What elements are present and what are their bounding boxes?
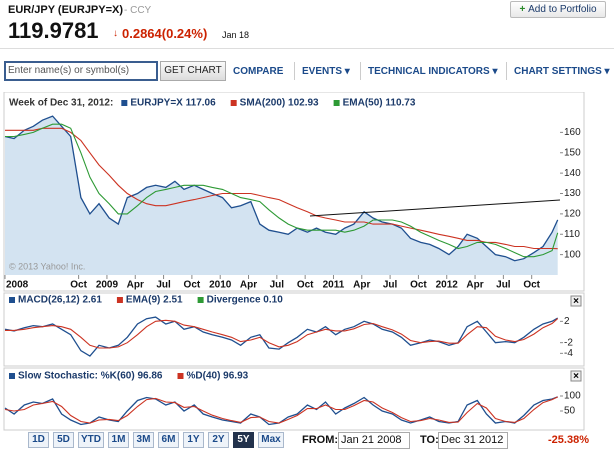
legend-label: EURJPY=X 117.06	[130, 98, 216, 109]
y-tick-label: 100	[564, 249, 581, 260]
charts: 100 110 120 130 140 150 160 2008 Oct 2009 Apr Jul Oc…	[3, 92, 585, 431]
x-tick-label: Oct	[70, 280, 87, 291]
range-button[interactable]: 1Y	[183, 432, 204, 448]
legend-label: %D(40) 96.93	[187, 371, 249, 382]
performance: -25.38%	[548, 434, 589, 446]
series-line	[4, 115, 559, 262]
menu-label: TECHNICAL INDICATORS	[368, 66, 490, 77]
series-line	[5, 318, 559, 349]
x-tick-label: Apr	[127, 280, 144, 291]
x-tick-label: 2010	[209, 280, 232, 291]
separator	[294, 62, 295, 80]
search-input[interactable]: Enter name(s) or symbol(s)	[4, 61, 158, 81]
quote-date: Jan 18	[222, 30, 250, 40]
x-tick-label: Oct	[297, 280, 314, 291]
series-line	[4, 396, 558, 426]
legend-swatch	[230, 100, 237, 106]
x-tick-label: Apr	[240, 280, 257, 291]
symbol: EUR/JPY (EURJPY=X)	[8, 4, 124, 16]
y-tick-label: 160	[564, 127, 581, 138]
y-tick-label: 2	[564, 316, 570, 327]
series-line	[4, 396, 558, 424]
menu-compare[interactable]: COMPARE	[233, 66, 284, 77]
x-tick-label: Apr	[353, 280, 370, 291]
price: 119.9781	[8, 18, 99, 43]
close-button[interactable]	[570, 370, 582, 382]
separator	[360, 62, 361, 80]
from-input[interactable]: Jan 21 2008	[338, 432, 410, 449]
x-tick-label: 2012	[436, 280, 459, 291]
y-tick-label: -2	[564, 337, 573, 348]
legend-swatch	[333, 100, 340, 106]
down-arrow: ↓	[113, 28, 118, 39]
x-tick-label: Oct	[410, 280, 427, 291]
close-icon: ×	[573, 371, 579, 382]
y-tick-label: 150	[564, 147, 581, 158]
legend-label: MACD(26,12) 2.61	[18, 295, 102, 306]
menu-chart-settings[interactable]: CHART SETTINGS ▾	[514, 66, 610, 77]
range-button[interactable]: 1M	[108, 432, 129, 448]
y-tick-label: 50	[564, 406, 576, 417]
legend-label: Divergence 0.10	[207, 295, 284, 306]
trend-line	[309, 199, 561, 217]
legend-title: Week of Dec 31, 2012:	[9, 98, 113, 109]
close-icon: ×	[573, 296, 579, 307]
range-button[interactable]: 1D	[28, 432, 49, 448]
close-button[interactable]	[570, 295, 582, 307]
separator	[506, 62, 507, 80]
range-button[interactable]: 2Y	[208, 432, 229, 448]
y-tick-label: 100	[564, 391, 581, 402]
macd-panel	[3, 292, 585, 367]
menu-technical-indicators[interactable]: TECHNICAL INDICATORS ▾	[368, 66, 498, 77]
legend-swatch	[177, 373, 184, 379]
toolbar	[0, 48, 614, 89]
x-tick-label: Jul	[496, 280, 511, 291]
range-button[interactable]: Max	[258, 432, 284, 448]
exchange: - CCY	[124, 5, 152, 16]
legend-swatch	[116, 297, 123, 303]
legend-label: EMA(9) 2.51	[126, 295, 183, 306]
range-button[interactable]: 5D	[53, 432, 74, 448]
y-tick-label: -4	[564, 348, 573, 359]
x-tick-label: 2008	[6, 280, 29, 291]
x-tick-label: Jul	[156, 280, 171, 291]
series-line	[5, 123, 559, 258]
menu-label: CHART SETTINGS	[514, 66, 602, 77]
price-area	[5, 116, 558, 275]
x-tick-label: 2011	[323, 280, 345, 291]
from-label: FROM:	[302, 434, 339, 446]
add-to-portfolio-button[interactable]: + Add to Portfolio	[510, 1, 606, 18]
y-tick-label: 140	[564, 168, 581, 179]
y-tick-label: 120	[564, 209, 581, 220]
y-tick-label: 110	[564, 229, 580, 240]
get-chart-button[interactable]: GET CHART	[160, 61, 226, 81]
series-line	[5, 127, 558, 250]
legend-swatch	[9, 297, 15, 303]
menu-events[interactable]: EVENTS ▾	[302, 66, 350, 77]
x-tick-label: Apr	[466, 280, 483, 291]
x-tick-label: Jul	[383, 280, 398, 291]
range-button[interactable]: 5Y	[233, 432, 254, 448]
legend-swatch	[121, 100, 128, 106]
to-input[interactable]: Dec 31 2012	[438, 432, 508, 449]
legend-swatch	[197, 297, 204, 303]
y-tick-label: 130	[564, 188, 581, 199]
add-to-portfolio-label: Add to Portfolio	[528, 4, 597, 15]
legend-label: SMA(200) 102.93	[240, 98, 319, 109]
legend-label: Slow Stochastic: %K(60) 96.86	[18, 371, 163, 382]
copyright: © 2013 Yahoo! Inc.	[9, 261, 85, 271]
range-button[interactable]: 6M	[158, 432, 179, 448]
x-tick-label: Jul	[270, 280, 285, 291]
x-tick-label: 2009	[96, 280, 119, 291]
change: 0.2864(0.24%)	[122, 26, 208, 41]
range-button[interactable]: YTD	[78, 432, 104, 448]
range-button[interactable]: 3M	[133, 432, 154, 448]
x-tick-label: Oct	[184, 280, 201, 291]
x-tick-label: Oct	[523, 280, 540, 291]
legend-swatch	[9, 373, 15, 379]
menu-label: EVENTS	[302, 66, 343, 77]
to-label: TO:	[420, 434, 439, 446]
legend-label: EMA(50) 110.73	[343, 98, 416, 109]
